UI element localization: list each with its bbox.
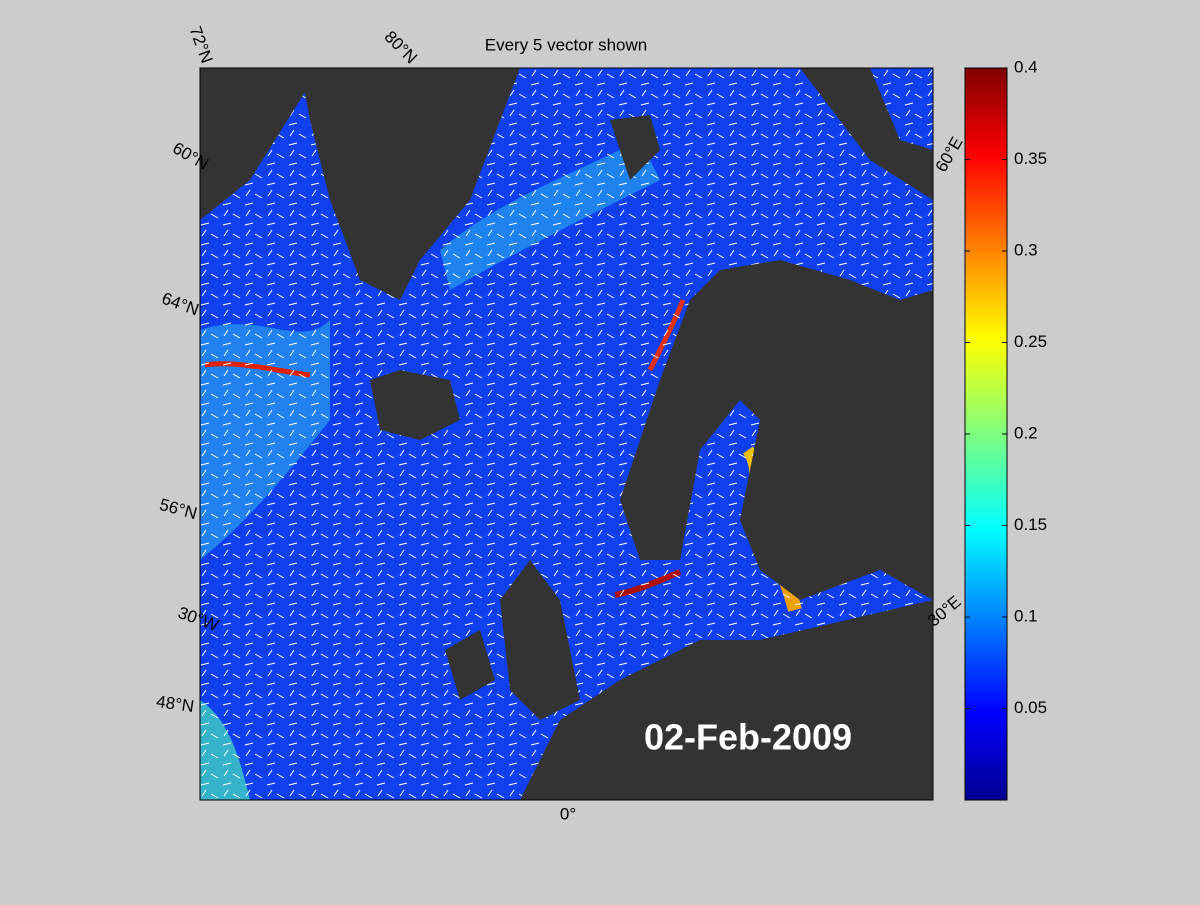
colorbar-tick-label: 0.05 xyxy=(1014,698,1047,717)
graticule-label: 64°N xyxy=(159,289,201,320)
colorbar-tick-label: 0.15 xyxy=(1014,515,1047,534)
map: 02-Feb-2009 xyxy=(200,68,933,800)
graticule-label: 56°N xyxy=(157,495,199,523)
colorbar-tick-label: 0.3 xyxy=(1014,240,1038,259)
graticule-label: 80°N xyxy=(381,27,421,67)
colorbar-tick-label: 0.2 xyxy=(1014,423,1038,442)
date-label: 02-Feb-2009 xyxy=(644,717,852,758)
colorbar-tick-label: 0.1 xyxy=(1014,606,1038,625)
colorbar-tick-label: 0.4 xyxy=(1014,57,1038,76)
colorbar-tick-label: 0.35 xyxy=(1014,149,1047,168)
graticule-label: 72°N xyxy=(186,24,217,66)
graticule-label: 60°E xyxy=(932,134,967,176)
land xyxy=(200,68,933,800)
map-title: Every 5 vector shown xyxy=(485,35,648,54)
graticule-label: 48°N xyxy=(155,692,195,716)
graticule-label: 0° xyxy=(560,804,576,823)
colorbar xyxy=(964,67,1008,801)
map-frame xyxy=(199,67,934,801)
colorbar-tick-label: 0.25 xyxy=(1014,332,1047,351)
